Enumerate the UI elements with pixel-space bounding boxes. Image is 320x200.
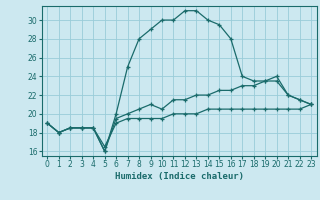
X-axis label: Humidex (Indice chaleur): Humidex (Indice chaleur) <box>115 172 244 181</box>
